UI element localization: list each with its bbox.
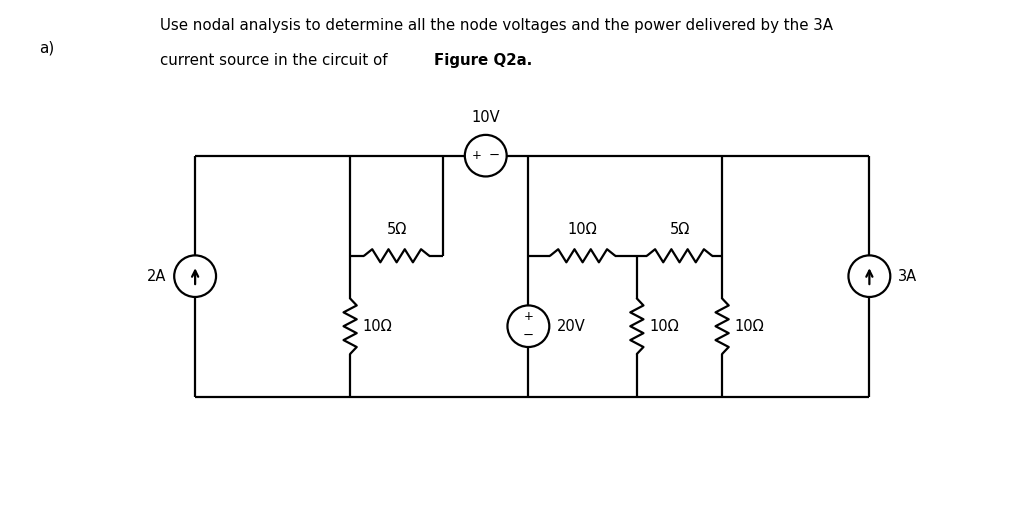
Text: −: − <box>489 149 500 162</box>
Text: 10Ω: 10Ω <box>734 319 764 334</box>
Text: −: − <box>523 329 534 342</box>
Text: 5Ω: 5Ω <box>669 222 690 237</box>
Text: Use nodal analysis to determine all the node voltages and the power delivered by: Use nodal analysis to determine all the … <box>160 18 833 33</box>
Text: +: + <box>523 310 534 324</box>
Text: 3A: 3A <box>899 269 917 283</box>
Text: +: + <box>473 149 482 162</box>
Text: current source in the circuit of: current source in the circuit of <box>160 53 393 69</box>
Text: 10Ω: 10Ω <box>568 222 598 237</box>
Text: 10Ω: 10Ω <box>649 319 679 334</box>
Text: 5Ω: 5Ω <box>387 222 406 237</box>
Text: Figure Q2a.: Figure Q2a. <box>434 53 533 69</box>
Text: 2A: 2A <box>147 269 166 283</box>
Text: a): a) <box>39 41 55 56</box>
Text: 20V: 20V <box>557 319 586 334</box>
Text: 10Ω: 10Ω <box>363 319 392 334</box>
Text: 10V: 10V <box>472 110 500 125</box>
